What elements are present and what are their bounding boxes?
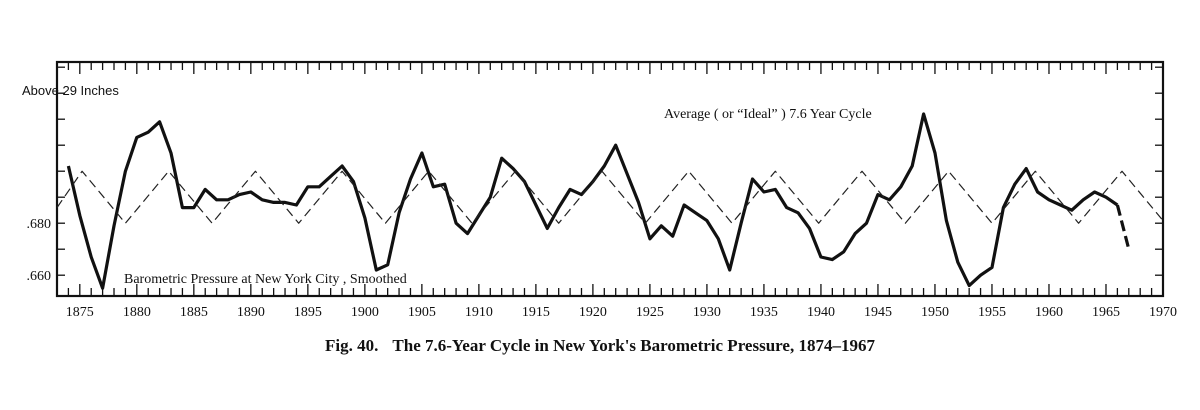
y-axis-label: Above 29 Inches xyxy=(22,83,119,98)
x-tick-label: 1915 xyxy=(522,305,550,320)
x-tick-label: 1945 xyxy=(864,305,892,320)
pressure-extrapolated-line xyxy=(1115,204,1131,250)
x-tick-label: 1960 xyxy=(1035,305,1063,320)
x-tick-label: 1895 xyxy=(294,305,322,320)
series-lines xyxy=(56,112,1164,290)
x-tick-label: 1885 xyxy=(180,305,208,320)
chart: .660 .680 1875 1880 1885 1890 1895 1900 1905 191… xyxy=(22,60,1177,320)
y-tick-label: .680 xyxy=(27,217,52,232)
plot-border xyxy=(55,60,1165,298)
x-tick-label: 1940 xyxy=(807,305,835,320)
pressure-series-line xyxy=(66,112,1119,290)
x-tick-label: 1930 xyxy=(693,305,721,320)
ideal-cycle-label: Average ( or “Ideal” ) 7.6 Year Cycle xyxy=(664,107,872,122)
y-tick-label: .660 xyxy=(27,269,52,284)
axis-ticks xyxy=(56,62,1164,296)
x-axis-tick-labels: 1875 1880 1885 1890 1895 1900 1905 1910 1915 1920… xyxy=(66,305,1177,320)
x-tick-label: 1935 xyxy=(750,305,778,320)
x-tick-label: 1905 xyxy=(408,305,436,320)
x-tick-label: 1880 xyxy=(123,305,151,320)
figure-title: The 7.6-Year Cycle in New York's Baromet… xyxy=(392,336,875,355)
x-tick-label: 1925 xyxy=(636,305,664,320)
x-tick-label: 1950 xyxy=(921,305,949,320)
x-tick-label: 1900 xyxy=(351,305,379,320)
x-tick-label: 1970 xyxy=(1149,305,1177,320)
pressure-series-label: Barometric Pressure at New York City , S… xyxy=(124,272,407,287)
x-tick-label: 1920 xyxy=(579,305,607,320)
figure-label: Fig. 40. xyxy=(325,336,379,355)
x-tick-label: 1965 xyxy=(1092,305,1120,320)
plot-frame xyxy=(55,60,1165,298)
x-tick-label: 1910 xyxy=(465,305,493,320)
x-tick-label: 1875 xyxy=(66,305,94,320)
y-axis-tick-labels: .660 .680 xyxy=(27,217,52,284)
annotations: Above 29 Inches Average ( or “Ideal” ) 7… xyxy=(22,83,872,287)
figure-caption: Fig. 40. The 7.6-Year Cycle in New York's… xyxy=(0,336,1200,356)
x-tick-label: 1890 xyxy=(237,305,265,320)
ideal-cycle-line xyxy=(56,170,1164,224)
x-tick-label: 1955 xyxy=(978,305,1006,320)
